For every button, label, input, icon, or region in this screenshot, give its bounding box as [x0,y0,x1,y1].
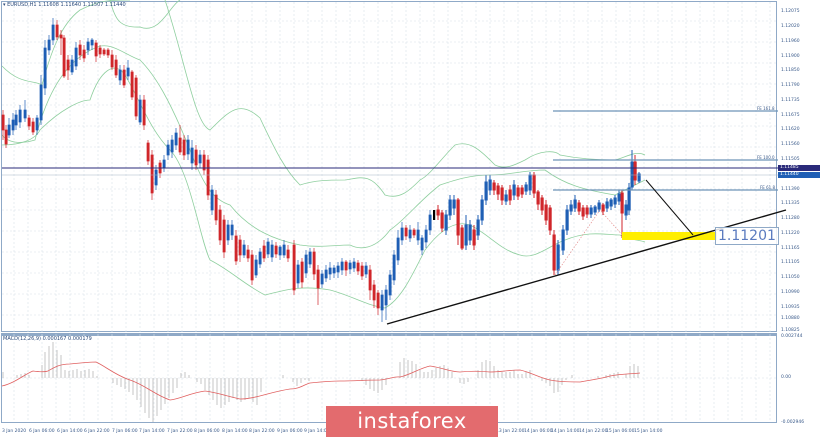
candlesticks [1,18,436,322]
time-tick: 15 Jan 06:00 [606,429,635,434]
time-tick: 3 Jan 2020 [2,429,27,434]
time-tick: 14 Jan 22:00 [579,429,608,434]
fib-connector [554,209,626,276]
time-tick: 6 Jan 14:00 [57,429,83,434]
price-tick: 1.10880 [781,316,800,321]
price-tick: 1.12020 [781,24,800,29]
price-tick: 1.11735 [781,98,800,103]
price-tick: 1.11900 [781,54,800,59]
time-tick: 7 Jan 22:00 [167,429,193,434]
time-tick: 14 Jan 14:00 [551,429,580,434]
target-zone [622,232,717,240]
macd-header: MACD(12,26,9) 0.000167 0.000179 [3,336,92,342]
time-tick: 9 Jan 14:00 [304,429,330,434]
macd-histogram [2,342,639,422]
bid-price-tag: 1.11485 [778,165,820,171]
price-tick: 1.11390 [781,187,800,192]
price-tick: 1.11050 [781,275,800,280]
symbol-label: EURUSD,H1 [7,2,37,8]
time-tick: 6 Jan 06:00 [29,429,55,434]
time-tick: 15 Jan 14:00 [634,429,663,434]
price-tick: 1.11675 [781,113,800,118]
fib-label-161: FE 161.8 [757,106,775,111]
price-tick: 1.10935 [781,305,800,310]
macd-axis-top: 0.002744 [781,334,803,339]
bollinger-bands [1,0,646,309]
symbol-marker-icon: ▾ [3,2,6,8]
price-tick: 1.11620 [781,127,800,132]
target-price-label: 1.11201 [715,227,779,245]
fib-label-100: FE 100.0 [757,155,775,160]
price-tick: 1.11850 [781,68,800,73]
ohlc-values: 1.11608 1.11640 1.11507 1.11440 [38,2,126,8]
macd-signal-line [1,361,641,401]
price-tick: 1.11165 [781,246,800,251]
time-tick: 8 Jan 22:00 [249,429,275,434]
time-tick: 7 Jan 06:00 [112,429,138,434]
macd-axis-zero: 0.00 [781,375,792,380]
price-tick: 1.11220 [781,231,800,236]
time-tick: 13 Jan 22:00 [496,429,525,434]
time-tick: 6 Jan 22:00 [84,429,110,434]
chart-header: ▾ EURUSD,H1 1.11608 1.11640 1.11507 1.11… [3,2,126,8]
time-tick: 7 Jan 14:00 [139,429,165,434]
price-tick: 1.10825 [781,328,800,333]
grid [2,20,776,379]
macd-axis-bottom: -0.002946 [781,420,805,425]
time-tick: 14 Jan 06:00 [524,429,553,434]
projection-arrow [645,179,694,236]
price-chart-panel[interactable] [1,1,777,332]
price-tick: 1.11335 [781,201,800,206]
price-tick: 1.11280 [781,216,800,221]
price-tick: 1.11105 [781,260,800,265]
price-tick: 1.11505 [781,157,800,162]
current-price-tag: 1.11440 [778,172,820,178]
time-tick: 8 Jan 14:00 [222,429,248,434]
price-tick: 1.11560 [781,142,800,147]
price-tick: 1.12075 [781,9,800,14]
time-tick: 8 Jan 06:00 [194,429,220,434]
price-tick: 1.11790 [781,83,800,88]
instaforex-logo: instaforex [326,406,498,437]
time-tick: 9 Jan 06:00 [277,429,303,434]
fib-levels [553,110,778,191]
price-tick: 1.10990 [781,290,800,295]
fib-label-618: FE 61.8 [760,185,776,190]
price-tick: 1.11960 [781,39,800,44]
